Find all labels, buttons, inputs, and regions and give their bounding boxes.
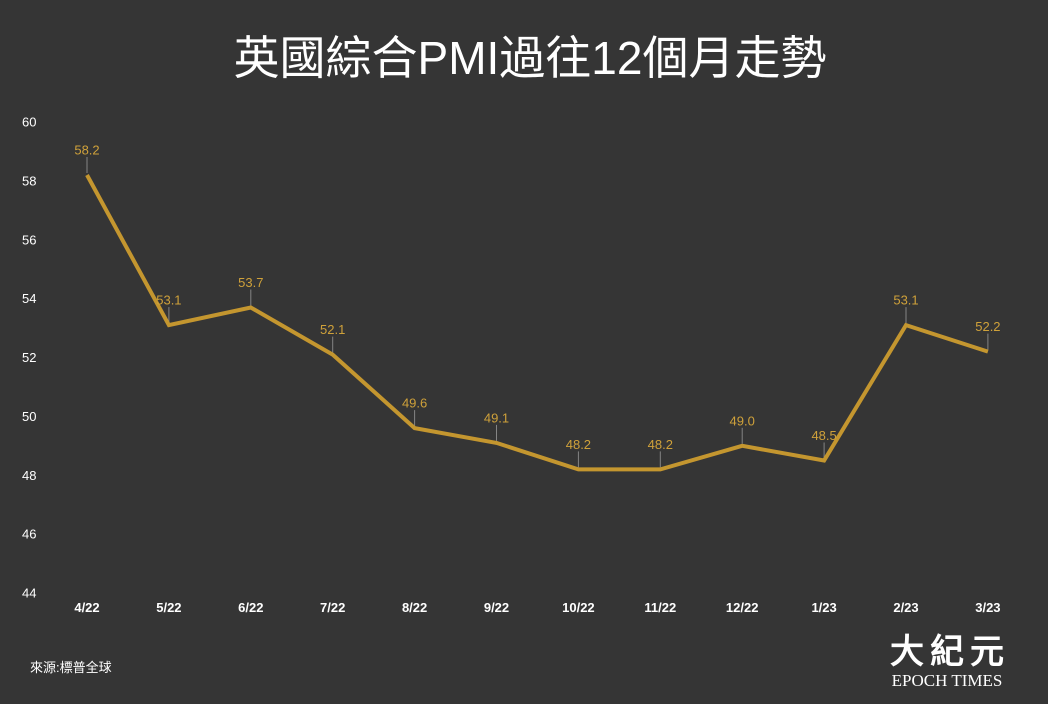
y-tick-label: 60 — [22, 115, 36, 130]
x-tick-label: 1/23 — [811, 600, 836, 615]
y-axis-tick-labels: 60 58 56 54 52 50 48 46 44 — [22, 115, 36, 601]
data-label: 58.2 — [74, 143, 99, 158]
y-tick-label: 54 — [22, 291, 36, 306]
chart-title: 英國綜合PMI過往12個月走勢 — [233, 32, 827, 84]
x-axis-tick-labels: 4/22 5/22 6/22 7/22 8/22 9/22 10/22 11/22 12/22 1… — [74, 600, 1000, 615]
data-label: 52.1 — [320, 322, 345, 337]
y-tick-label: 56 — [22, 232, 36, 247]
data-label: 53.1 — [893, 293, 918, 308]
data-label: 53.1 — [156, 293, 181, 308]
x-tick-label: 5/22 — [156, 600, 181, 615]
y-tick-label: 58 — [22, 173, 36, 188]
logo-chinese-text: 大紀元 — [890, 632, 1010, 672]
x-tick-label: 2/23 — [893, 600, 918, 615]
data-label: 53.7 — [238, 275, 263, 290]
x-tick-label: 4/22 — [74, 600, 99, 615]
source-note: 來源:標普全球 — [30, 660, 112, 675]
data-label: 48.5 — [811, 428, 836, 443]
logo-english-text: EPOCH TIMES — [891, 671, 1003, 690]
x-tick-label: 7/22 — [320, 600, 345, 615]
x-tick-label: 8/22 — [402, 600, 427, 615]
data-labels: 58.2 53.1 53.7 52.1 49.6 49.1 48.2 48.2 49.0 48.5… — [74, 143, 1000, 452]
x-tick-label: 10/22 — [562, 600, 595, 615]
y-tick-label: 52 — [22, 350, 36, 365]
y-tick-label: 46 — [22, 527, 36, 542]
y-tick-label: 48 — [22, 468, 36, 483]
x-tick-label: 3/23 — [975, 600, 1000, 615]
data-label: 49.6 — [402, 396, 427, 411]
x-tick-label: 12/22 — [726, 600, 759, 615]
data-label: 48.2 — [648, 437, 673, 452]
data-label-leaders — [86, 157, 989, 468]
data-label: 49.1 — [484, 410, 509, 425]
y-tick-label: 50 — [22, 409, 36, 424]
epoch-times-logo: 大紀元 EPOCH TIMES — [884, 633, 1010, 695]
y-tick-label: 44 — [22, 586, 36, 601]
x-tick-label: 6/22 — [238, 600, 263, 615]
data-label: 49.0 — [730, 413, 755, 428]
x-tick-label: 9/22 — [484, 600, 509, 615]
data-label: 48.2 — [566, 437, 591, 452]
data-label: 52.2 — [975, 319, 1000, 334]
series-line — [85, 174, 989, 472]
x-tick-label: 11/22 — [644, 600, 676, 615]
